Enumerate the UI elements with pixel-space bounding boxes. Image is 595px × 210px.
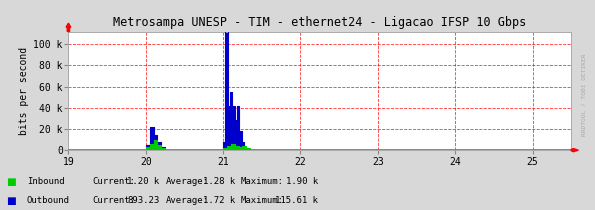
Text: 893.23: 893.23 (127, 196, 159, 205)
Text: 1.20 k: 1.20 k (127, 177, 159, 186)
Text: Inbound: Inbound (27, 177, 64, 186)
Text: Outbound: Outbound (27, 196, 70, 205)
Text: RRDTOOL / TOBI OETIKER: RRDTOOL / TOBI OETIKER (582, 53, 587, 136)
Text: 115.61 k: 115.61 k (275, 196, 318, 205)
Text: Current:: Current: (92, 177, 135, 186)
Text: Average:: Average: (165, 177, 208, 186)
Text: 1.28 k: 1.28 k (203, 177, 235, 186)
Title: Metrosampa UNESP - TIM - ethernet24 - Ligacao IFSP 10 Gbps: Metrosampa UNESP - TIM - ethernet24 - Li… (113, 16, 527, 29)
Text: ■: ■ (6, 196, 15, 206)
Text: Current:: Current: (92, 196, 135, 205)
Text: Maximum:: Maximum: (241, 196, 284, 205)
Y-axis label: bits per second: bits per second (19, 47, 29, 135)
Text: ■: ■ (6, 177, 15, 187)
Text: Maximum:: Maximum: (241, 177, 284, 186)
Text: Average:: Average: (165, 196, 208, 205)
Text: 1.72 k: 1.72 k (203, 196, 235, 205)
Text: 1.90 k: 1.90 k (286, 177, 318, 186)
